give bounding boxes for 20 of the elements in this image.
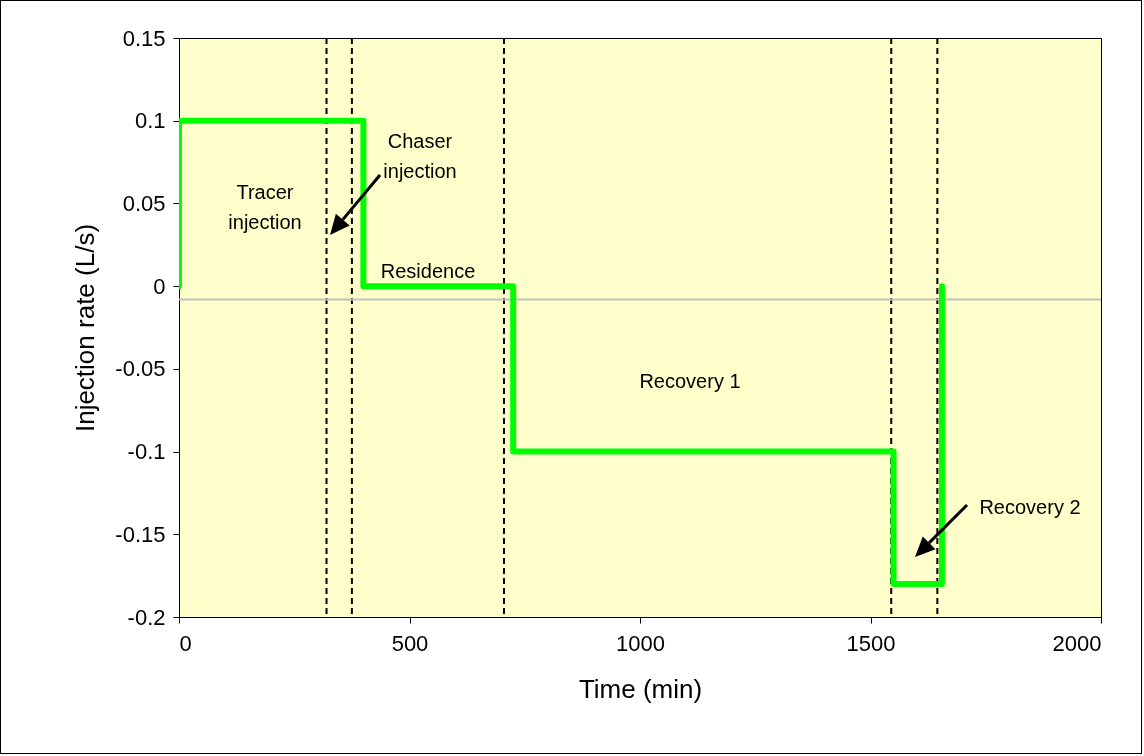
- annotation: Chaser injection: [383, 130, 457, 182]
- y-tick-label: 0.1: [134, 108, 166, 134]
- y-tick-label: -0.05: [115, 356, 166, 382]
- x-tick-label: 2000: [1052, 630, 1102, 656]
- y-axis-title: Injection rate (L/s): [70, 223, 101, 433]
- annotation: Residence: [380, 260, 476, 282]
- annotation: Recovery 2: [979, 496, 1081, 518]
- annotation: Tracer injection: [228, 181, 302, 233]
- x-tick-label: 1000: [616, 630, 665, 656]
- y-tick-label: 0.05: [122, 190, 166, 216]
- y-tick-label: 0: [153, 273, 166, 299]
- x-tick-label: 0: [179, 630, 192, 656]
- x-tick-label: 500: [391, 630, 429, 656]
- y-tick-label: -0.15: [115, 521, 166, 547]
- x-tick-label: 1500: [846, 630, 896, 656]
- y-tick-label: -0.2: [127, 604, 166, 630]
- x-axis-title: Time (min): [578, 673, 703, 704]
- y-tick-label: 0.15: [122, 25, 166, 51]
- annotation: Recovery 1: [639, 370, 741, 392]
- y-tick-label: -0.1: [127, 439, 166, 465]
